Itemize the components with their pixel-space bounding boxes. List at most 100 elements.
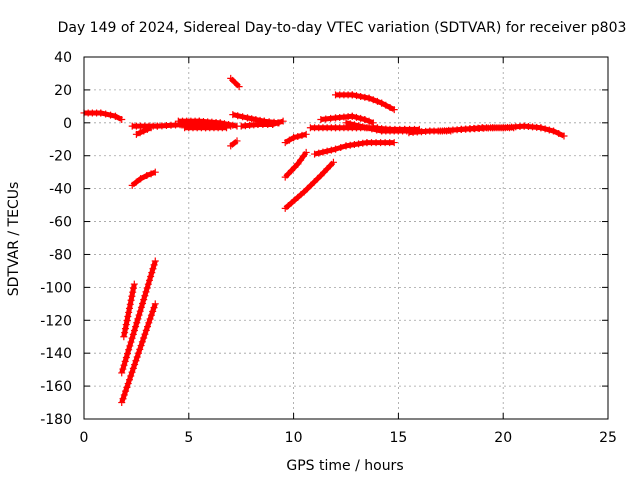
data-point [111, 112, 119, 120]
data-point [311, 150, 319, 158]
data-point [97, 109, 105, 117]
data-point [352, 113, 360, 121]
data-point [229, 121, 237, 129]
y-tick-label: 0 [63, 116, 72, 132]
data-point [136, 129, 144, 137]
data-point [227, 142, 235, 150]
data-point [120, 361, 128, 369]
data-point [297, 156, 305, 164]
grid [84, 57, 608, 419]
data-series [80, 74, 568, 407]
data-point [342, 119, 350, 127]
data-point [294, 133, 302, 141]
series-arc-05 [118, 257, 159, 377]
data-point [315, 149, 323, 157]
data-point [144, 323, 152, 331]
data-point [294, 160, 302, 168]
series-arc-10 [227, 74, 243, 91]
data-point [127, 338, 135, 346]
data-point [140, 296, 148, 304]
data-point [346, 141, 354, 149]
data-point [146, 315, 154, 323]
data-point [129, 288, 137, 296]
data-point [303, 185, 311, 193]
data-point [132, 130, 140, 138]
data-point [390, 106, 398, 114]
data-point [128, 181, 136, 189]
series-arc-12 [237, 117, 287, 130]
data-point [145, 319, 153, 327]
data-point [147, 272, 155, 280]
series-arc-06 [118, 300, 159, 407]
data-point [126, 342, 134, 350]
data-point [550, 127, 558, 135]
data-point [359, 123, 367, 131]
data-point [124, 350, 132, 358]
data-point [150, 261, 158, 269]
x-tick-label: 20 [494, 430, 512, 446]
data-point [361, 116, 369, 124]
series-arc-13 [227, 137, 241, 150]
data-point [123, 317, 131, 325]
data-point [138, 338, 146, 346]
y-tick-label: -40 [49, 182, 72, 198]
data-point [541, 125, 549, 133]
series-arc-20 [311, 139, 398, 158]
data-point [302, 130, 310, 138]
data-point [355, 140, 363, 148]
y-tick-label: -140 [40, 346, 72, 362]
data-point [369, 96, 377, 104]
data-point [130, 326, 138, 334]
y-tick-label: -60 [49, 215, 72, 231]
data-point [352, 92, 360, 100]
data-point [149, 265, 157, 273]
data-point [348, 112, 356, 120]
data-point [122, 353, 130, 361]
data-point [151, 300, 159, 308]
data-point [307, 181, 315, 189]
data-point [357, 114, 365, 122]
data-point [121, 329, 129, 337]
series-arc-15 [281, 148, 310, 181]
data-point [148, 269, 156, 277]
series-arc-14 [281, 130, 310, 147]
data-point [132, 357, 140, 365]
data-point [125, 308, 133, 316]
data-point [141, 330, 149, 338]
data-point [125, 346, 133, 354]
data-point [134, 349, 142, 357]
plot-frame [83, 56, 609, 420]
data-point [320, 168, 328, 176]
data-point [121, 357, 129, 365]
data-point [329, 158, 337, 166]
data-point [128, 292, 136, 300]
data-point [382, 101, 390, 109]
data-point [323, 147, 331, 155]
data-point [239, 113, 247, 121]
data-point [147, 170, 155, 178]
data-point [302, 148, 310, 156]
data-point [310, 178, 318, 186]
x-tick-label: 5 [184, 430, 193, 446]
data-point [132, 323, 140, 331]
data-point [137, 175, 145, 183]
data-point [216, 119, 224, 127]
data-point [122, 387, 130, 395]
data-point [120, 391, 128, 399]
data-point [373, 97, 381, 105]
data-point [252, 116, 260, 124]
data-point [131, 361, 139, 369]
x-tick-label: 10 [285, 430, 303, 446]
data-point [125, 304, 133, 312]
data-point [555, 130, 563, 138]
data-point [560, 132, 568, 140]
series-arc-16 [281, 158, 337, 212]
data-point [279, 117, 287, 125]
data-point [136, 307, 144, 315]
data-point [130, 280, 138, 288]
y-tick-label: -20 [49, 149, 72, 165]
data-point [122, 321, 130, 329]
data-point [284, 170, 292, 178]
data-point [365, 94, 373, 102]
